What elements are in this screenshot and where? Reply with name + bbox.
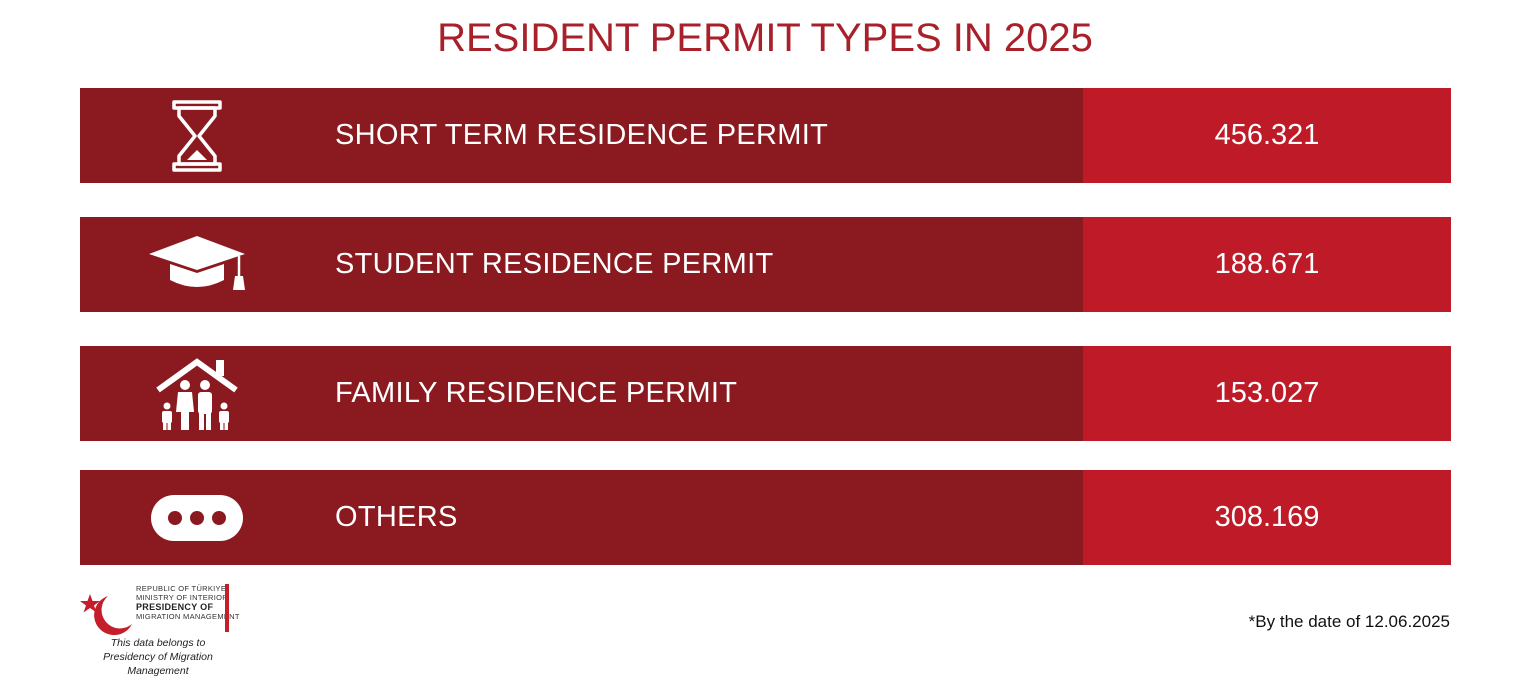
- permit-row: STUDENT RESIDENCE PERMIT 188.671: [80, 217, 1451, 312]
- permit-value: 308.169: [1083, 470, 1451, 565]
- permit-label-cell: OTHERS: [80, 470, 1083, 565]
- permit-row: OTHERS 308.169: [80, 470, 1451, 565]
- caption-line: Presidency of Migration Management: [103, 651, 213, 677]
- page-title: RESIDENT PERMIT TYPES IN 2025: [437, 16, 1093, 60]
- caption-line: This data belongs to: [110, 637, 206, 649]
- permit-label: OTHERS: [335, 501, 458, 533]
- data-source-caption: This data belongs to Presidency of Migra…: [78, 636, 238, 678]
- permit-value: 456.321: [1083, 88, 1451, 183]
- ellipsis-icon: [142, 470, 252, 565]
- logo-line: MIGRATION MANAGEMENT: [136, 612, 240, 621]
- logo-divider: [225, 584, 229, 632]
- family-house-icon: [142, 346, 252, 441]
- permit-value: 188.671: [1083, 217, 1451, 312]
- logo-line: REPUBLIC OF TÜRKIYE: [136, 584, 227, 593]
- crescent-star-logo: [80, 594, 132, 636]
- permit-label: STUDENT RESIDENCE PERMIT: [335, 248, 774, 280]
- permit-row: FAMILY RESIDENCE PERMIT 153.027: [80, 346, 1451, 441]
- permit-label-cell: STUDENT RESIDENCE PERMIT: [80, 217, 1083, 312]
- logo-line: PRESIDENCY OF: [136, 602, 214, 612]
- date-footnote: *By the date of 12.06.2025: [1248, 612, 1450, 631]
- hourglass-icon: [142, 88, 252, 183]
- permit-label: SHORT TERM RESIDENCE PERMIT: [335, 119, 829, 151]
- graduation-cap-icon: [142, 217, 252, 312]
- permit-value: 153.027: [1083, 346, 1451, 441]
- permit-row: SHORT TERM RESIDENCE PERMIT 456.321: [80, 88, 1451, 183]
- permit-label-cell: SHORT TERM RESIDENCE PERMIT: [80, 88, 1083, 183]
- logo-text: REPUBLIC OF TÜRKIYE MINISTRY OF INTERIOR…: [136, 584, 240, 621]
- permit-label: FAMILY RESIDENCE PERMIT: [335, 377, 738, 409]
- logo-line: MINISTRY OF INTERIOR: [136, 593, 228, 602]
- permit-label-cell: FAMILY RESIDENCE PERMIT: [80, 346, 1083, 441]
